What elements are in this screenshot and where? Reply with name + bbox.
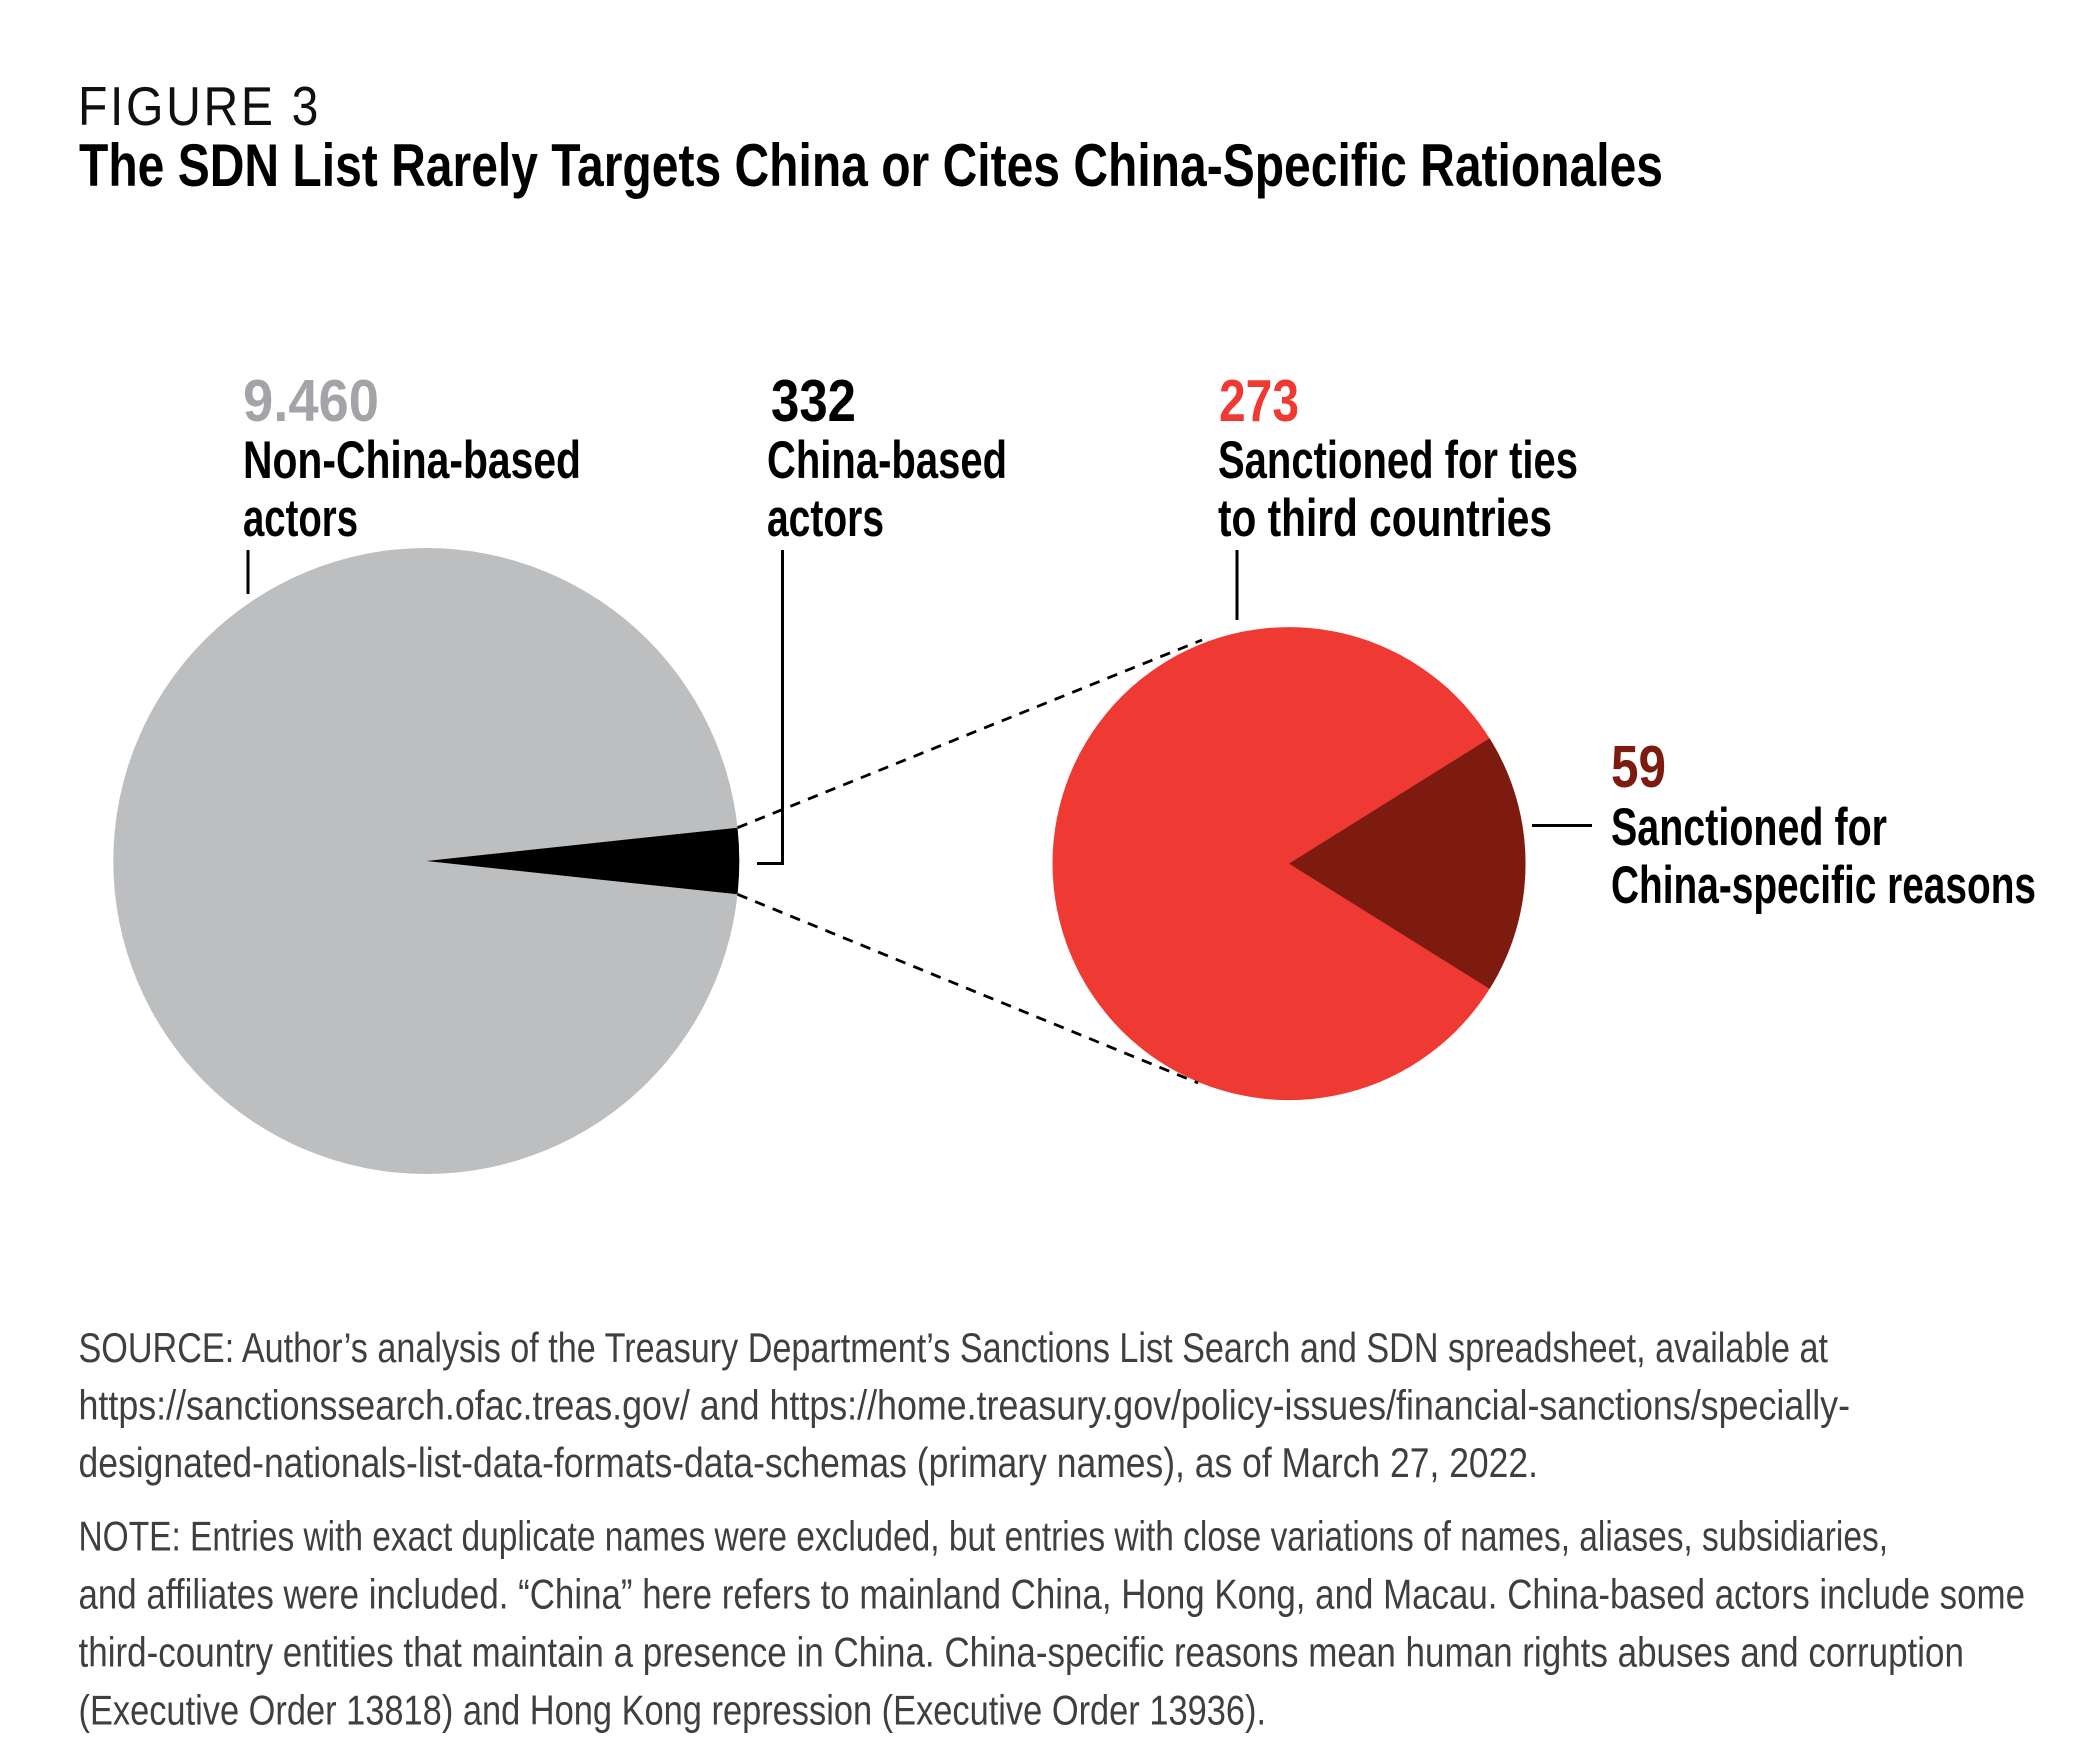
svg-text:NOTE: Entries with exact dupli: NOTE: Entries with exact duplicate names…: [79, 1513, 1889, 1560]
svg-text:Non-China-based: Non-China-based: [243, 431, 581, 490]
svg-text:China-based: China-based: [767, 431, 1007, 490]
svg-text:actors: actors: [243, 489, 358, 548]
svg-text:China-specific reasons: China-specific reasons: [1611, 856, 2036, 915]
svg-text:to third countries: to third countries: [1218, 489, 1552, 548]
svg-text:FIGURE 3: FIGURE 3: [78, 75, 321, 137]
svg-text:(Executive Order 13818) and Ho: (Executive Order 13818) and Hong Kong re…: [79, 1687, 1267, 1734]
svg-text:273: 273: [1219, 368, 1299, 434]
svg-text:actors: actors: [767, 489, 884, 548]
svg-text:and affiliates were included.: and affiliates were included. “China” he…: [79, 1571, 2026, 1618]
svg-text:9.460: 9.460: [243, 368, 379, 434]
svg-text:https://sanctionssearch.ofac.t: https://sanctionssearch.ofac.treas.gov/ …: [79, 1382, 1851, 1429]
svg-text:Sanctioned for ties: Sanctioned for ties: [1218, 431, 1578, 490]
svg-text:third-country entities that ma: third-country entities that maintain a p…: [79, 1629, 1965, 1676]
svg-text:The SDN List Rarely Targets Ch: The SDN List Rarely Targets China or Cit…: [79, 132, 1663, 199]
svg-text:332: 332: [771, 368, 856, 434]
svg-text:59: 59: [1611, 734, 1666, 800]
svg-text:SOURCE: Author’s analysis of t: SOURCE: Author’s analysis of the Treasur…: [79, 1324, 1829, 1371]
svg-text:Sanctioned for: Sanctioned for: [1611, 798, 1887, 857]
svg-text:designated-nationals-list-data: designated-nationals-list-data-formats-d…: [79, 1439, 1539, 1486]
